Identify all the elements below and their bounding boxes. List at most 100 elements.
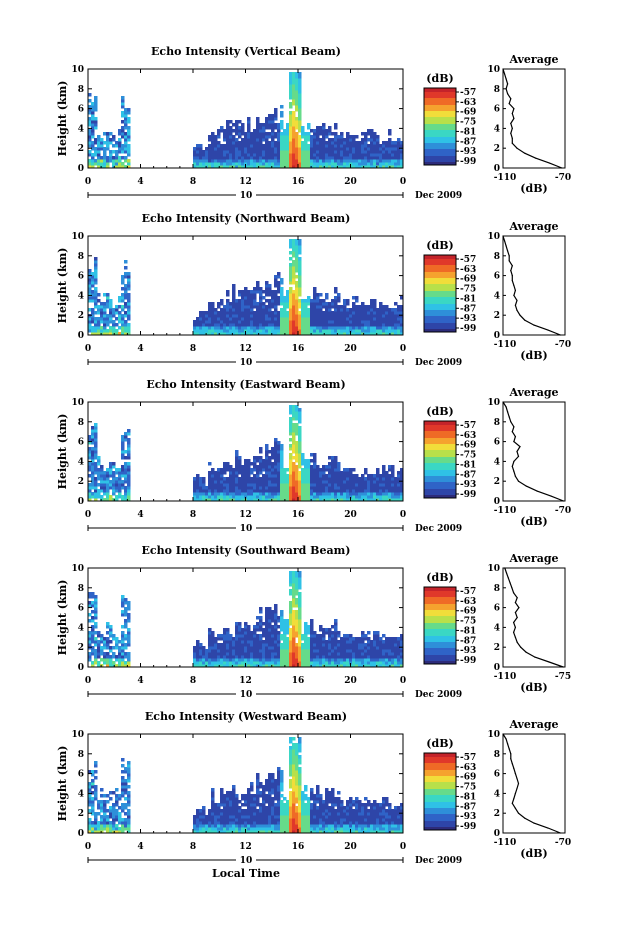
heatmap-cell bbox=[97, 317, 101, 321]
heatmap-cell bbox=[361, 637, 365, 641]
heatmap-cell bbox=[304, 302, 308, 306]
heatmap-cell bbox=[118, 147, 122, 151]
heatmap-cell bbox=[298, 450, 302, 454]
heatmap-cell bbox=[385, 305, 389, 309]
heatmap-cell bbox=[271, 631, 275, 635]
heatmap-cell bbox=[334, 147, 338, 151]
heatmap-cell bbox=[259, 640, 263, 644]
heatmap-cell bbox=[196, 323, 200, 327]
heatmap-cell bbox=[238, 625, 242, 629]
heatmap-cell bbox=[256, 281, 260, 285]
colorbar-band bbox=[424, 129, 456, 131]
heatmap-cell bbox=[94, 281, 98, 285]
heatmap-cell bbox=[292, 586, 296, 590]
heatmap-cell bbox=[298, 135, 302, 139]
heatmap-cell bbox=[346, 317, 350, 321]
heatmap-cell bbox=[232, 135, 236, 139]
heatmap-cell bbox=[94, 462, 98, 466]
heatmap-cell bbox=[241, 483, 245, 487]
heatmap-cell bbox=[358, 658, 362, 662]
colorbar-band bbox=[424, 489, 456, 491]
heatmap-cell bbox=[298, 329, 302, 333]
heatmap-cell bbox=[277, 486, 281, 490]
heatmap-cell bbox=[283, 162, 287, 166]
heatmap-cell bbox=[373, 477, 377, 481]
heatmap-cell bbox=[295, 99, 299, 103]
heatmap-cell bbox=[361, 323, 365, 327]
heatmap-cell bbox=[235, 326, 239, 330]
heatmap-cell bbox=[307, 468, 311, 472]
colorbar-tick-label: -69 bbox=[460, 441, 476, 451]
heatmap-cell bbox=[313, 156, 317, 160]
heatmap-cell bbox=[250, 305, 254, 309]
heatmap-cell bbox=[274, 468, 278, 472]
heatmap-cell bbox=[373, 326, 377, 330]
heatmap-cell bbox=[289, 299, 293, 303]
heatmap-cell bbox=[316, 126, 320, 130]
heatmap-cell bbox=[127, 613, 131, 617]
heatmap-cell bbox=[283, 314, 287, 318]
heatmap-cell bbox=[280, 652, 284, 656]
heatmap-cell bbox=[274, 290, 278, 294]
heatmap-cell bbox=[247, 646, 251, 650]
heatmap-cell bbox=[256, 302, 260, 306]
heatmap-cell bbox=[94, 622, 98, 626]
heatmap-cell bbox=[94, 453, 98, 457]
heatmap-cell bbox=[244, 320, 248, 324]
heatmap-cell bbox=[232, 649, 236, 653]
heatmap-cell bbox=[226, 483, 230, 487]
heatmap-cell bbox=[316, 138, 320, 142]
heatmap-cell bbox=[199, 486, 203, 490]
heatmap-cell bbox=[400, 332, 404, 336]
heatmap-cell bbox=[124, 123, 128, 127]
heatmap-cell bbox=[88, 646, 92, 650]
heatmap-cell bbox=[298, 84, 302, 88]
colorbar-band bbox=[424, 148, 456, 150]
heatmap-cell bbox=[214, 492, 218, 496]
heatmap-cell bbox=[346, 326, 350, 330]
heatmap-cell bbox=[256, 616, 260, 620]
heatmap-cell bbox=[97, 652, 101, 656]
heatmap-cell bbox=[127, 631, 131, 635]
heatmap-cell bbox=[328, 165, 332, 169]
heatmap-cell bbox=[274, 456, 278, 460]
y-tick-label: 4 bbox=[78, 457, 84, 467]
heatmap-cell bbox=[343, 468, 347, 472]
heatmap-cell bbox=[97, 323, 101, 327]
heatmap-cell bbox=[226, 323, 230, 327]
heatmap-cell bbox=[295, 317, 299, 321]
heatmap-cell bbox=[292, 326, 296, 330]
heatmap-cell bbox=[97, 655, 101, 659]
heatmap-cell bbox=[289, 329, 293, 333]
heatmap-cell bbox=[94, 477, 98, 481]
colorbar-band bbox=[424, 282, 456, 284]
heatmap-cell bbox=[328, 664, 332, 668]
heatmap-cell bbox=[259, 622, 263, 626]
heatmap-cell bbox=[244, 637, 248, 641]
heatmap-cell bbox=[208, 159, 212, 163]
heatmap-cell bbox=[235, 649, 239, 653]
heatmap-cell bbox=[400, 141, 404, 145]
heatmap-cell bbox=[313, 459, 317, 463]
heatmap-cell bbox=[262, 622, 266, 626]
heatmap-cell bbox=[238, 477, 242, 481]
heatmap-cell bbox=[235, 120, 239, 124]
colorbar-band bbox=[424, 140, 456, 142]
heatmap-cell bbox=[334, 474, 338, 478]
heatmap-cell bbox=[250, 141, 254, 145]
heatmap-cell bbox=[358, 305, 362, 309]
heatmap-cell bbox=[265, 326, 269, 330]
heatmap-cell bbox=[298, 245, 302, 249]
heatmap-cell bbox=[106, 317, 110, 321]
heatmap-cell bbox=[235, 631, 239, 635]
heatmap-cell bbox=[349, 323, 353, 327]
heatmap-cell bbox=[352, 480, 356, 484]
heatmap-cell bbox=[286, 150, 290, 154]
heatmap-cell bbox=[118, 495, 122, 499]
heatmap-cell bbox=[319, 483, 323, 487]
heatmap-cell bbox=[94, 450, 98, 454]
heatmap-cell bbox=[301, 314, 305, 318]
heatmap-cell bbox=[277, 444, 281, 448]
heatmap-cell bbox=[346, 634, 350, 638]
heatmap-cell bbox=[277, 655, 281, 659]
